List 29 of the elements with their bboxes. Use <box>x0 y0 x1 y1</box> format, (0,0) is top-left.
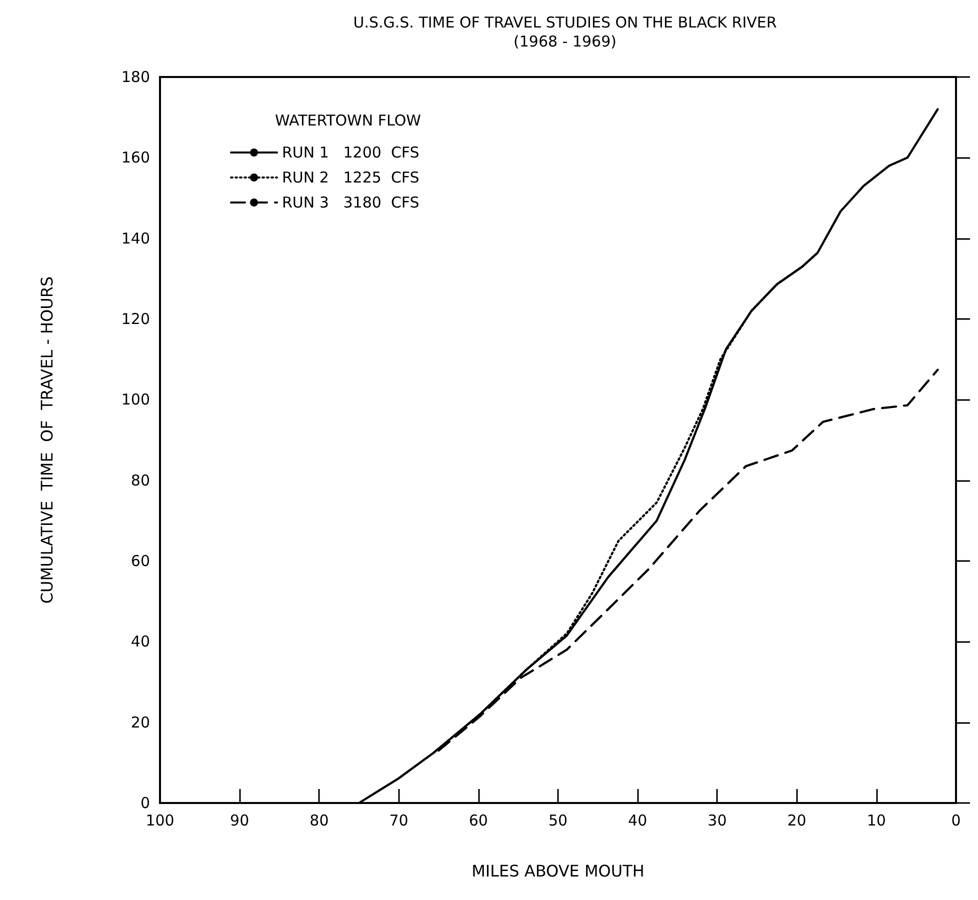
legend-label: RUN 3 3180 CFS <box>282 194 420 212</box>
chart-subtitle: (1968 - 1969) <box>513 32 617 50</box>
x-tick-label: 100 <box>146 812 174 830</box>
y-tick-label: 100 <box>121 390 150 409</box>
y-axis-title: CUMULATIVE TIME OF TRAVEL - HOURS <box>38 276 56 604</box>
legend-title: WATERTOWN FLOW <box>275 112 422 130</box>
chart-title: U.S.G.S. TIME OF TRAVEL STUDIES ON THE BLACK RIVER <box>353 14 777 32</box>
x-tick-label: 60 <box>468 812 488 830</box>
x-tick-label: 90 <box>230 812 250 830</box>
x-tick-label: 10 <box>866 812 886 830</box>
y-tick-label: 160 <box>121 148 150 167</box>
y-tick-label: 60 <box>130 552 150 570</box>
x-tick-label: 50 <box>548 812 568 830</box>
y-tick-label: 180 <box>121 68 150 86</box>
x-tick-label: 40 <box>628 812 648 830</box>
legend-label: RUN 2 1225 CFS <box>282 168 420 186</box>
y-tick-label: 120 <box>121 310 150 328</box>
x-tick-label: 80 <box>310 812 329 830</box>
y-tick-label: 80 <box>130 471 150 490</box>
legend-label: RUN 1 1200 CFS <box>282 144 420 162</box>
y-tick-label: 0 <box>140 794 150 812</box>
x-tick-label: 0 <box>951 812 961 830</box>
y-tick-label: 40 <box>130 632 150 651</box>
y-tick-label: 140 <box>121 229 150 248</box>
x-tick-label: 20 <box>787 812 806 830</box>
y-tick-label: 20 <box>130 713 150 732</box>
x-tick-label: 70 <box>389 812 408 830</box>
x-tick-label: 30 <box>708 812 727 830</box>
x-axis-title: MILES ABOVE MOUTH <box>472 862 644 880</box>
